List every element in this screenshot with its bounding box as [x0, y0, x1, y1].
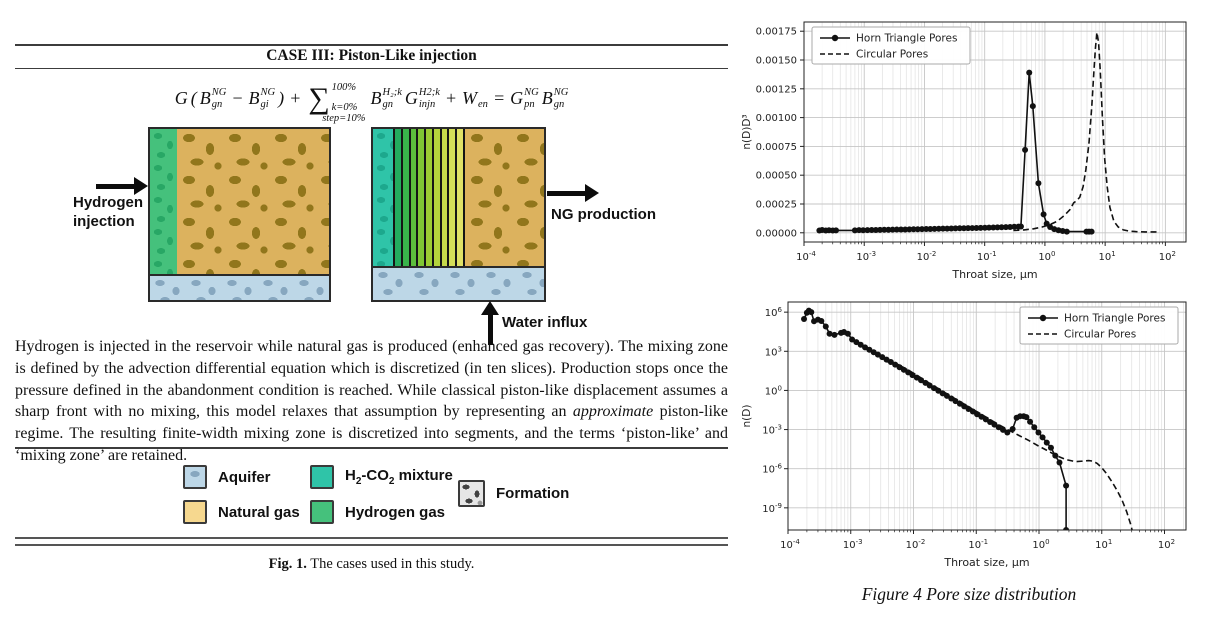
legend-item-h2-co2-mixture: H2-CO2 mixture — [310, 465, 453, 489]
color-legend: Aquifer Natural gas H2-CO2 mixture Hydro… — [15, 463, 728, 537]
water-influx-arrow-icon — [481, 301, 499, 345]
ng-production-label: NG production — [551, 206, 656, 223]
svg-text:100: 100 — [765, 384, 782, 397]
eq-term: B NG gn — [199, 87, 227, 110]
h2-co2-swatch-icon — [310, 465, 334, 489]
table-rule-under-title — [15, 68, 728, 69]
hydrogen-zone — [150, 129, 177, 274]
svg-text:10-2: 10-2 — [917, 250, 937, 263]
svg-text:0.00125: 0.00125 — [756, 84, 797, 95]
svg-text:0.00000: 0.00000 — [756, 228, 797, 239]
natural-gas-swatch-icon — [183, 500, 207, 524]
svg-text:10-3: 10-3 — [843, 538, 863, 551]
svg-text:Throat size, μm: Throat size, μm — [951, 268, 1037, 281]
pore-size-chart-top: 10-4 10-3 10-2 10-1 100 101 102 0.00000 0.00025 0… — [738, 10, 1200, 286]
h2-co2-zone — [373, 129, 393, 266]
hydrogen-gas-swatch-icon — [310, 500, 334, 524]
svg-text:10-1: 10-1 — [977, 250, 997, 263]
reservoir-diagrams: Hydrogen injection NG production Water i… — [15, 127, 728, 345]
svg-text:10-9: 10-9 — [762, 502, 782, 515]
svg-text:100: 100 — [1032, 538, 1049, 551]
svg-text:102: 102 — [1158, 538, 1175, 551]
eq-term: G — [174, 87, 188, 108]
aquifer-zone — [150, 274, 329, 300]
paper-figure-panel: CASE III: Piston-Like injection G(B NG gn … — [15, 0, 728, 627]
svg-text:10-4: 10-4 — [796, 250, 816, 263]
svg-text:0.00100: 0.00100 — [756, 113, 797, 124]
figure4-caption: Figure 4 Pore size distribution — [861, 584, 1077, 604]
diagram-with-mixing-zone — [371, 127, 546, 302]
hydrogen-injection-arrow-icon — [96, 177, 148, 195]
svg-text:101: 101 — [1095, 538, 1112, 551]
water-influx-label: Water influx — [502, 314, 588, 331]
double-rule — [15, 537, 728, 539]
natural-gas-zone — [465, 129, 544, 266]
svg-text:103: 103 — [765, 345, 782, 358]
svg-text:101: 101 — [1099, 250, 1116, 263]
pore-size-figure-panel: 10-4 10-3 10-2 10-1 100 101 102 0.00000 0.00025 0… — [733, 0, 1205, 627]
svg-text:102: 102 — [1159, 250, 1176, 263]
double-rule — [15, 544, 728, 546]
table-rule-top — [15, 44, 728, 46]
table-rule-bottom — [15, 447, 728, 449]
summation: ∑ 100% k=0% step=10% — [308, 81, 366, 125]
mixing-zone-slices — [393, 129, 466, 266]
aquifer-zone — [373, 266, 544, 300]
svg-text:Circular Pores: Circular Pores — [1064, 329, 1136, 341]
natural-gas-zone — [177, 129, 329, 274]
hydrogen-injection-label: Hydrogen injection — [73, 194, 144, 231]
svg-text:106: 106 — [765, 306, 783, 319]
eq-term: B H₂;k gn — [370, 87, 402, 110]
svg-text:n(D): n(D) — [741, 405, 753, 428]
legend-item-natural-gas: Natural gas — [183, 500, 300, 524]
pore-size-chart-bottom: 10-4 10-3 10-2 10-1 100 101 102 106 103 100 10-3 10… — [738, 292, 1200, 574]
svg-text:Horn Triangle Pores: Horn Triangle Pores — [856, 33, 957, 45]
svg-text:0.00050: 0.00050 — [756, 171, 797, 182]
svg-text:10-4: 10-4 — [780, 538, 800, 551]
svg-text:Throat size, μm: Throat size, μm — [943, 556, 1029, 569]
ng-production-arrow-icon — [547, 184, 599, 202]
legend-item-hydrogen-gas: Hydrogen gas — [310, 500, 445, 524]
svg-text:10-6: 10-6 — [762, 463, 782, 476]
svg-text:10-2: 10-2 — [906, 538, 926, 551]
svg-text:10-3: 10-3 — [856, 250, 876, 263]
case-title: CASE III: Piston-Like injection — [266, 47, 477, 64]
svg-text:0.00150: 0.00150 — [756, 56, 797, 67]
case-description-paragraph: Hydrogen is injected in the reservoir wh… — [15, 338, 729, 464]
svg-text:n(D)D³: n(D)D³ — [741, 114, 753, 149]
diagram-before-injection — [148, 127, 331, 302]
legend-item-formation: Formation — [458, 480, 569, 507]
svg-text:0.00075: 0.00075 — [756, 142, 797, 153]
svg-text:10-3: 10-3 — [762, 424, 782, 437]
eq-term: G H2;k injn — [404, 87, 440, 110]
svg-text:0.00175: 0.00175 — [756, 27, 797, 38]
svg-text:Horn Triangle Pores: Horn Triangle Pores — [1064, 313, 1165, 325]
svg-text:Circular Pores: Circular Pores — [856, 49, 928, 61]
formation-swatch-icon — [458, 480, 485, 507]
legend-item-aquifer: Aquifer — [183, 465, 271, 489]
aquifer-swatch-icon — [183, 465, 207, 489]
eq-term: B NG gi — [248, 87, 276, 110]
svg-text:100: 100 — [1038, 250, 1055, 263]
svg-text:10-1: 10-1 — [968, 538, 988, 551]
svg-text:0.00025: 0.00025 — [756, 199, 797, 210]
eq-term: B NG gn — [541, 87, 569, 110]
fig1-caption: Fig. 1. The cases used in this study. — [268, 556, 475, 572]
eq-term: W en — [462, 87, 488, 111]
eq-term: G NG pn — [510, 87, 539, 110]
